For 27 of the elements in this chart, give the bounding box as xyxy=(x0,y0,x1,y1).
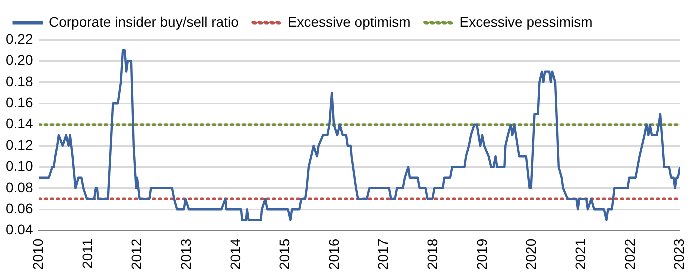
y-tick-label: 0.18 xyxy=(6,73,34,90)
x-tick-label: 2022 xyxy=(622,238,638,270)
x-tick-label: 2018 xyxy=(424,238,441,270)
y-tick-label: 0.06 xyxy=(6,200,34,217)
x-tick-label: 2016 xyxy=(326,238,342,270)
y-tick-label: 0.10 xyxy=(6,158,34,174)
y-tick-label: 0.20 xyxy=(6,52,34,68)
x-tick-label: 2023 xyxy=(671,238,688,270)
x-tick-label: 2011 xyxy=(79,238,96,269)
x-tick-label: 2010 xyxy=(30,238,46,270)
legend-label: Excessive pessimism xyxy=(460,14,593,30)
x-tick-label: 2017 xyxy=(375,238,392,270)
x-tick-label: 2013 xyxy=(178,238,194,270)
y-tick-label: 0.22 xyxy=(6,30,34,47)
x-tick-label: 2021 xyxy=(572,238,588,270)
legend-label: Corporate insider buy/sell ratio xyxy=(49,14,240,30)
x-tick-label: 2014 xyxy=(227,238,244,270)
y-tick-label: 0.16 xyxy=(6,94,34,110)
legend-label: Excessive optimism xyxy=(288,14,411,30)
y-tick-label: 0.14 xyxy=(6,116,34,132)
y-tick-label: 0.04 xyxy=(6,222,34,238)
y-tick-label: 0.12 xyxy=(6,136,34,153)
y-tick-label: 0.08 xyxy=(6,179,34,196)
x-tick-label: 2020 xyxy=(523,238,540,270)
x-tick-label: 2012 xyxy=(128,238,145,270)
x-tick-label: 2015 xyxy=(276,238,293,270)
x-tick-label: 2019 xyxy=(474,238,490,270)
